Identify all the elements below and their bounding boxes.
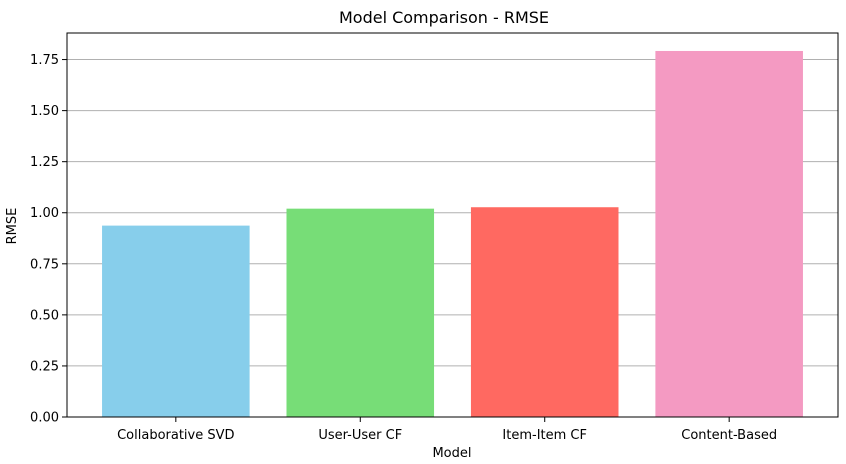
x-tick-label: Collaborative SVD	[117, 428, 234, 443]
bar-item-item-cf	[470, 207, 619, 417]
y-tick-label: 0.50	[30, 308, 59, 323]
plot-frame	[66, 32, 839, 418]
x-tick-label: Content-Based	[681, 428, 777, 443]
x-axis-label: Model	[432, 446, 471, 461]
y-tick-label: 0.00	[30, 411, 59, 426]
chart-title: Model Comparison - RMSE	[339, 8, 549, 27]
y-tick-label: 0.25	[30, 359, 59, 374]
y-tick-label: 1.25	[30, 155, 59, 170]
bar-content-based	[655, 50, 803, 418]
y-axis-ticks: 0.00 0.25 0.50 0.75 1.00 1.25 1.50 1.75	[30, 53, 67, 426]
x-axis-ticks: Collaborative SVD User-User CF Item-Item C…	[117, 417, 777, 443]
x-tick-label: Item-Item CF	[502, 428, 587, 443]
bar-user-user-cf	[286, 208, 435, 417]
x-tick-label: User-User CF	[318, 428, 402, 443]
y-tick-label: 1.00	[30, 206, 59, 221]
y-tick-label: 0.75	[30, 257, 59, 272]
bar-collaborative-svd	[102, 225, 250, 417]
y-tick-label: 1.50	[30, 104, 59, 119]
bars	[102, 50, 803, 418]
y-tick-label: 1.75	[30, 53, 59, 68]
y-axis-label: RMSE	[5, 208, 20, 245]
